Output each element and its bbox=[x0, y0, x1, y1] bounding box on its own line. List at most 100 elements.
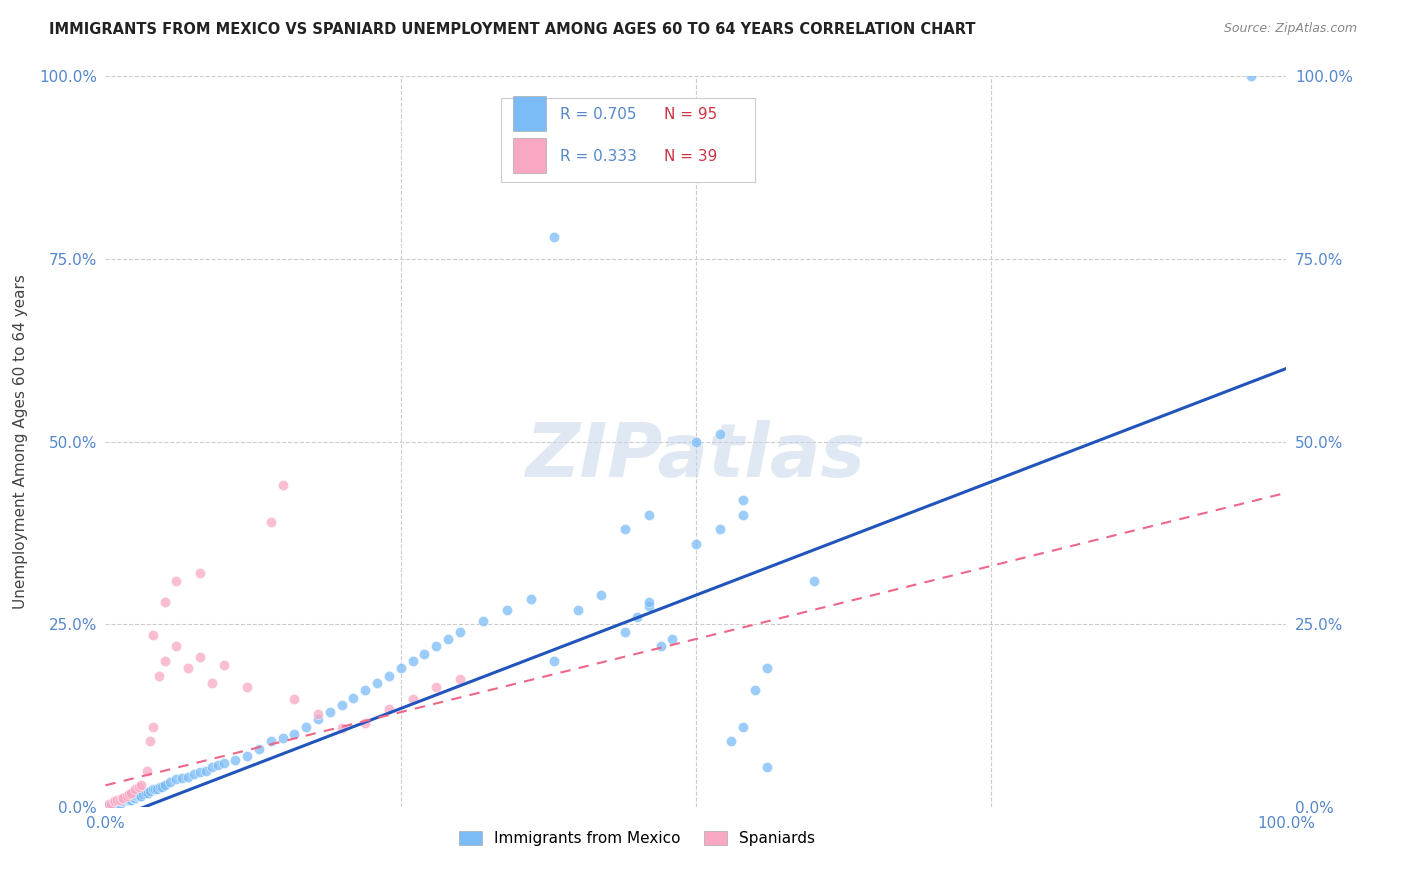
Point bbox=[201, 676, 224, 690]
Point bbox=[733, 508, 755, 522]
Point bbox=[114, 793, 136, 807]
Point bbox=[283, 692, 305, 706]
Point bbox=[720, 734, 742, 748]
Point bbox=[307, 706, 329, 721]
Point bbox=[124, 791, 146, 805]
Point bbox=[108, 793, 131, 807]
Point bbox=[401, 654, 423, 668]
Point bbox=[98, 797, 121, 811]
Point bbox=[159, 774, 181, 789]
Point bbox=[188, 765, 211, 780]
Point bbox=[685, 537, 707, 551]
Point bbox=[496, 603, 519, 617]
Point bbox=[201, 760, 224, 774]
Point bbox=[803, 574, 825, 588]
Point bbox=[122, 791, 145, 805]
Point bbox=[212, 756, 235, 771]
FancyBboxPatch shape bbox=[513, 95, 546, 131]
Point bbox=[224, 753, 246, 767]
Point bbox=[378, 701, 401, 715]
Point bbox=[437, 632, 460, 646]
Point bbox=[98, 797, 121, 811]
Point bbox=[425, 640, 447, 654]
Point bbox=[271, 478, 294, 492]
Text: R = 0.705: R = 0.705 bbox=[560, 106, 637, 121]
Point bbox=[366, 676, 388, 690]
Point bbox=[755, 760, 778, 774]
Point bbox=[472, 614, 495, 628]
Point bbox=[115, 793, 138, 807]
Point bbox=[307, 713, 329, 727]
Point bbox=[146, 781, 169, 797]
Point bbox=[118, 793, 141, 807]
Point bbox=[744, 683, 766, 698]
Point bbox=[194, 764, 217, 778]
Point bbox=[139, 734, 162, 748]
Point bbox=[295, 720, 318, 734]
Point bbox=[127, 789, 149, 804]
FancyBboxPatch shape bbox=[501, 98, 755, 182]
Point bbox=[519, 591, 541, 606]
Point bbox=[260, 734, 283, 748]
Point bbox=[172, 771, 194, 785]
Point bbox=[125, 789, 148, 804]
Point bbox=[128, 789, 150, 804]
Point bbox=[567, 603, 589, 617]
Point bbox=[661, 632, 683, 646]
Point bbox=[637, 595, 659, 609]
Point bbox=[733, 493, 755, 508]
Point bbox=[112, 794, 135, 808]
Point bbox=[135, 764, 157, 778]
Point bbox=[236, 680, 259, 694]
Point bbox=[330, 721, 353, 735]
Y-axis label: Unemployment Among Ages 60 to 64 years: Unemployment Among Ages 60 to 64 years bbox=[13, 274, 28, 609]
Point bbox=[425, 680, 447, 694]
Point bbox=[449, 673, 471, 687]
Point bbox=[135, 786, 157, 800]
Point bbox=[142, 781, 165, 797]
Point bbox=[319, 705, 342, 719]
Point bbox=[330, 698, 353, 712]
Text: R = 0.333: R = 0.333 bbox=[560, 149, 637, 163]
Point bbox=[153, 654, 176, 668]
Point bbox=[1240, 69, 1263, 83]
Point bbox=[271, 731, 294, 745]
Point bbox=[104, 794, 127, 808]
Point bbox=[709, 522, 731, 536]
Text: IMMIGRANTS FROM MEXICO VS SPANIARD UNEMPLOYMENT AMONG AGES 60 TO 64 YEARS CORREL: IMMIGRANTS FROM MEXICO VS SPANIARD UNEMP… bbox=[49, 22, 976, 37]
Point bbox=[117, 793, 139, 807]
Point bbox=[685, 434, 707, 449]
Point bbox=[120, 786, 142, 800]
Point bbox=[128, 780, 150, 794]
Point bbox=[247, 741, 270, 756]
Point bbox=[142, 628, 165, 642]
Point bbox=[149, 780, 172, 794]
Point bbox=[150, 780, 173, 794]
Point bbox=[165, 640, 187, 654]
Point bbox=[207, 757, 229, 772]
Point bbox=[543, 654, 565, 668]
Text: N = 95: N = 95 bbox=[664, 106, 717, 121]
Point bbox=[354, 716, 377, 731]
Point bbox=[637, 599, 659, 614]
Point bbox=[449, 624, 471, 639]
Point bbox=[236, 749, 259, 764]
Point bbox=[733, 720, 755, 734]
Point bbox=[165, 574, 187, 588]
Point bbox=[378, 668, 401, 682]
Point bbox=[124, 781, 146, 797]
Point bbox=[143, 781, 166, 797]
Point bbox=[650, 640, 672, 654]
Point bbox=[103, 797, 125, 811]
Point bbox=[112, 791, 135, 805]
Point bbox=[188, 650, 211, 665]
Point bbox=[413, 647, 436, 661]
Point bbox=[103, 794, 125, 808]
Point bbox=[129, 789, 152, 804]
Legend: Immigrants from Mexico, Spaniards: Immigrants from Mexico, Spaniards bbox=[453, 825, 821, 852]
Point bbox=[709, 427, 731, 442]
Point bbox=[105, 793, 128, 807]
Point bbox=[129, 778, 152, 792]
Point bbox=[153, 778, 176, 792]
Point bbox=[755, 661, 778, 675]
